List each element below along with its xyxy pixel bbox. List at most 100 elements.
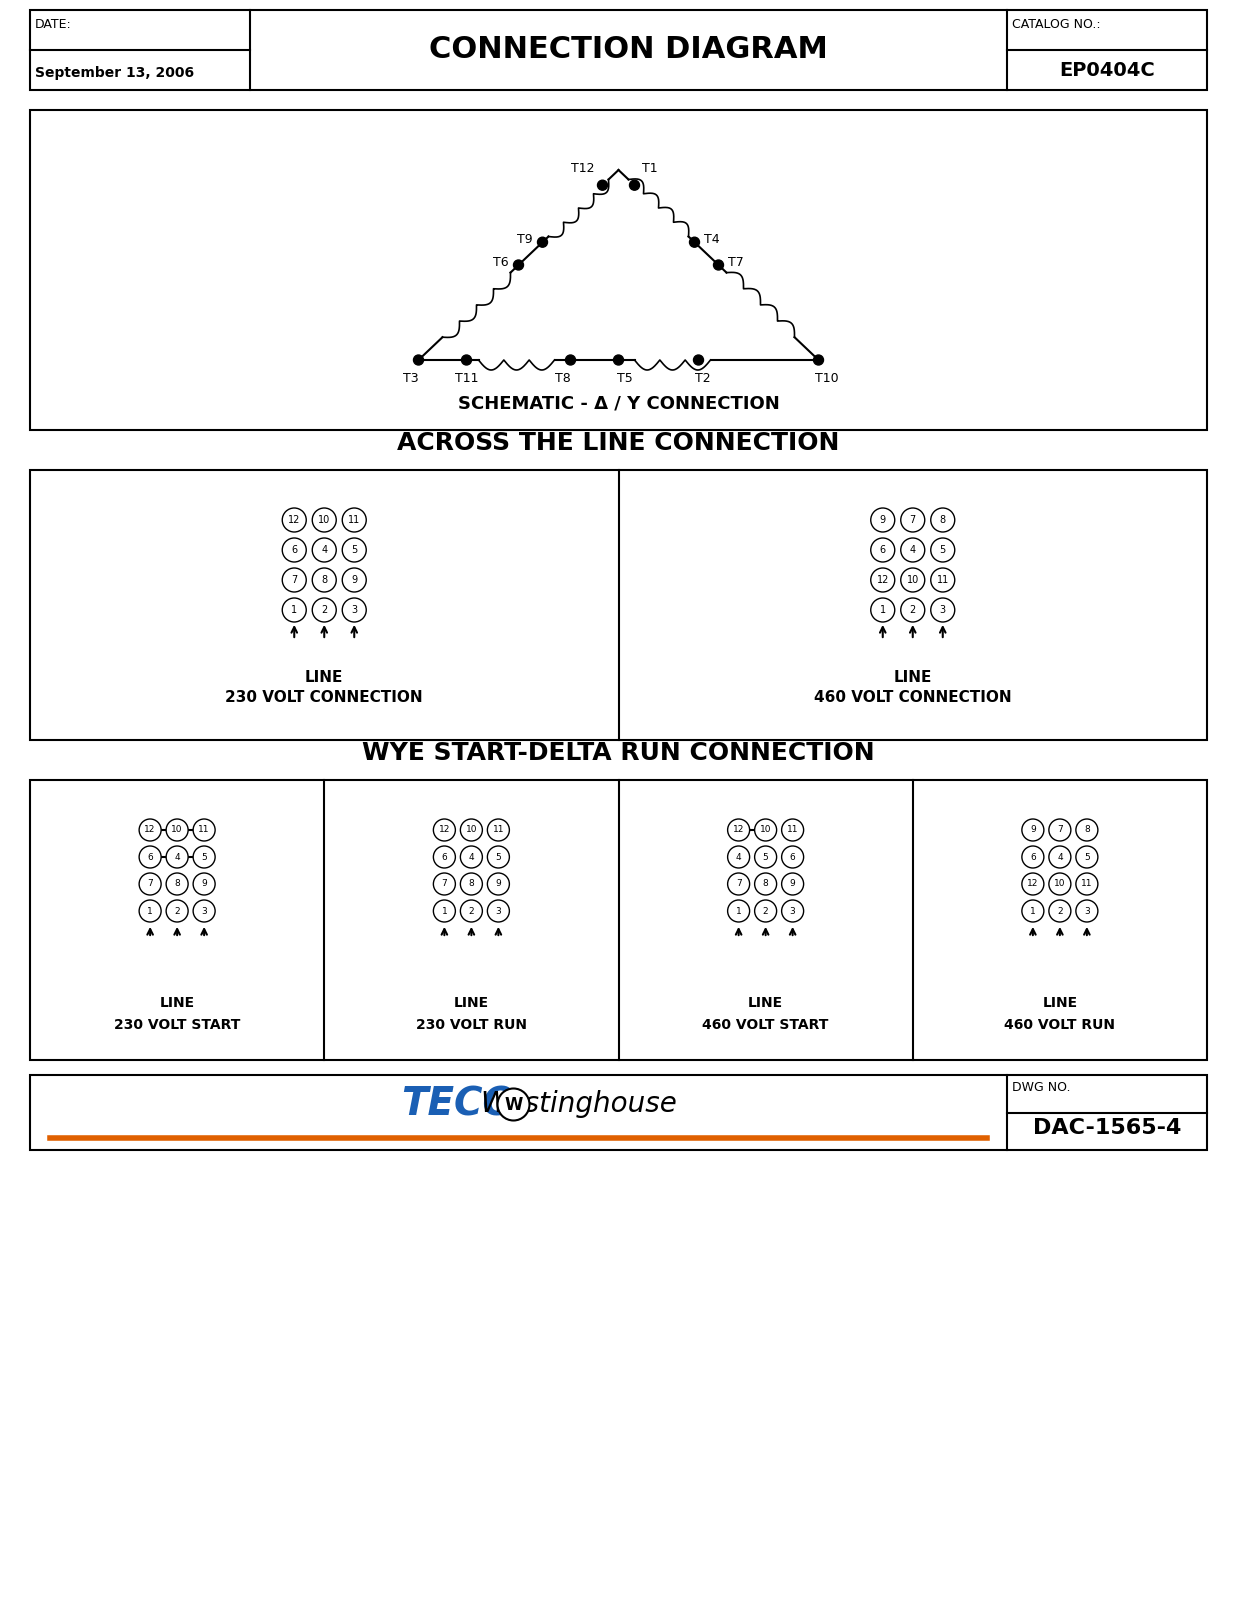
Circle shape	[312, 598, 336, 622]
Circle shape	[433, 874, 455, 894]
Circle shape	[1076, 819, 1098, 842]
Text: 9: 9	[351, 574, 357, 586]
Circle shape	[166, 899, 188, 922]
Text: 3: 3	[1084, 907, 1090, 915]
Circle shape	[755, 819, 777, 842]
Text: CATALOG NO.:: CATALOG NO.:	[1012, 18, 1101, 30]
Text: CONNECTION DIAGRAM: CONNECTION DIAGRAM	[429, 35, 828, 64]
Text: 6: 6	[789, 853, 795, 861]
Text: 2: 2	[322, 605, 328, 614]
Text: 10: 10	[172, 826, 183, 835]
Text: T4: T4	[705, 232, 720, 246]
Text: 6: 6	[1030, 853, 1035, 861]
Circle shape	[871, 598, 894, 622]
Text: 9: 9	[789, 880, 795, 888]
Text: T11: T11	[455, 371, 479, 386]
Circle shape	[630, 181, 640, 190]
Circle shape	[782, 874, 804, 894]
Text: 12: 12	[145, 826, 156, 835]
Text: 7: 7	[291, 574, 297, 586]
Text: 8: 8	[322, 574, 328, 586]
Circle shape	[565, 355, 575, 365]
Circle shape	[282, 509, 307, 531]
Text: 4: 4	[174, 853, 179, 861]
Text: LINE: LINE	[1043, 995, 1077, 1010]
Text: T9: T9	[517, 232, 532, 246]
Circle shape	[727, 846, 750, 867]
Circle shape	[930, 509, 955, 531]
Circle shape	[930, 538, 955, 562]
Text: 5: 5	[351, 546, 357, 555]
Circle shape	[166, 846, 188, 867]
Circle shape	[727, 899, 750, 922]
Text: T5: T5	[616, 371, 632, 386]
Circle shape	[166, 874, 188, 894]
Circle shape	[139, 874, 161, 894]
Circle shape	[1022, 874, 1044, 894]
Circle shape	[433, 819, 455, 842]
Circle shape	[343, 509, 366, 531]
Text: DATE:: DATE:	[35, 18, 72, 30]
Circle shape	[487, 899, 510, 922]
Circle shape	[460, 819, 482, 842]
Circle shape	[312, 538, 336, 562]
Text: 2: 2	[469, 907, 474, 915]
Bar	[30, 781, 1207, 1059]
Circle shape	[694, 355, 704, 365]
Circle shape	[166, 819, 188, 842]
Circle shape	[513, 259, 523, 270]
Text: WYE START-DELTA RUN CONNECTION: WYE START-DELTA RUN CONNECTION	[362, 741, 875, 765]
Circle shape	[282, 568, 307, 592]
Circle shape	[871, 509, 894, 531]
Circle shape	[487, 819, 510, 842]
Text: 1: 1	[736, 907, 741, 915]
Text: 8: 8	[1084, 826, 1090, 835]
Text: 11: 11	[936, 574, 949, 586]
Text: 7: 7	[736, 880, 741, 888]
Circle shape	[1022, 846, 1044, 867]
Bar	[30, 110, 1207, 430]
Text: 230 VOLT RUN: 230 VOLT RUN	[416, 1018, 527, 1032]
Text: 7: 7	[909, 515, 915, 525]
Circle shape	[782, 899, 804, 922]
Text: 1: 1	[147, 907, 153, 915]
Text: 5: 5	[496, 853, 501, 861]
Text: 230 VOLT START: 230 VOLT START	[114, 1018, 240, 1032]
Circle shape	[312, 568, 336, 592]
Bar	[30, 1075, 1207, 1150]
Text: 3: 3	[202, 907, 207, 915]
Text: 7: 7	[442, 880, 448, 888]
Circle shape	[1049, 819, 1071, 842]
Text: 8: 8	[469, 880, 474, 888]
Text: T3: T3	[403, 371, 418, 386]
Circle shape	[755, 874, 777, 894]
Text: 1: 1	[1030, 907, 1035, 915]
Text: 10: 10	[1054, 880, 1065, 888]
Circle shape	[597, 181, 607, 190]
Text: 6: 6	[291, 546, 297, 555]
Text: 2: 2	[763, 907, 768, 915]
Text: 5: 5	[1084, 853, 1090, 861]
Text: 8: 8	[940, 515, 946, 525]
Text: T2: T2	[695, 371, 710, 386]
Circle shape	[689, 237, 699, 246]
Text: 3: 3	[496, 907, 501, 915]
Text: 12: 12	[439, 826, 450, 835]
Text: 3: 3	[940, 605, 946, 614]
Text: 2: 2	[174, 907, 179, 915]
Text: 10: 10	[465, 826, 477, 835]
Circle shape	[460, 899, 482, 922]
Text: 11: 11	[198, 826, 210, 835]
Text: 9: 9	[880, 515, 886, 525]
Text: T10: T10	[815, 371, 839, 386]
Text: 7: 7	[147, 880, 153, 888]
Text: 230 VOLT CONNECTION: 230 VOLT CONNECTION	[225, 690, 423, 706]
Circle shape	[282, 538, 307, 562]
Circle shape	[433, 846, 455, 867]
Circle shape	[755, 846, 777, 867]
Text: LINE: LINE	[160, 995, 194, 1010]
Circle shape	[782, 819, 804, 842]
Text: 8: 8	[763, 880, 768, 888]
Text: 8: 8	[174, 880, 181, 888]
Text: 6: 6	[442, 853, 448, 861]
